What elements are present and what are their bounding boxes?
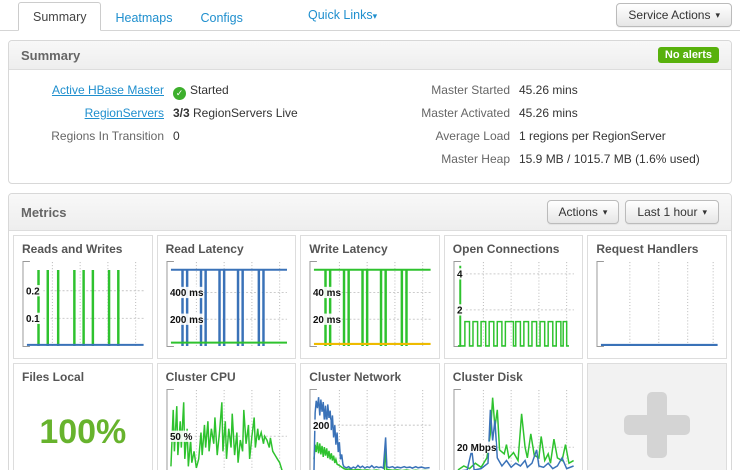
metrics-panel-header: Metrics Actions ▾ Last 1 hour ▾	[9, 194, 731, 231]
metric-chart: 40 ms 20 ms	[309, 260, 431, 348]
metric-chart: 400 ms 200 ms	[166, 260, 288, 348]
tab-configs[interactable]: Configs	[186, 4, 256, 31]
caret-down-icon: ▾	[702, 207, 707, 218]
service-tab-bar: Summary Heatmaps Configs Quick Links▾ Se…	[0, 0, 740, 31]
metric-chart	[596, 260, 718, 348]
svg-text:200: 200	[313, 421, 330, 432]
summary-row: Active HBase Master✓Started	[21, 79, 389, 102]
metrics-grid: Reads and Writes 0.2 0.1 Read Latency 400 ms…	[9, 231, 731, 470]
summary-value: 3/3 RegionServers Live	[173, 102, 298, 125]
metric-title: Cluster Network	[309, 370, 431, 384]
service-actions-label: Service Actions	[628, 8, 710, 22]
metric-title: Request Handlers	[596, 242, 718, 256]
summary-panel: Summary No alerts Active HBase Master✓St…	[8, 40, 732, 184]
summary-label: Average Load	[389, 125, 519, 148]
metric-tile-cluster-cpu[interactable]: Cluster CPU 50 %	[157, 363, 297, 470]
metric-title: Cluster Disk	[453, 370, 575, 384]
metric-tile-reads-and-writes[interactable]: Reads and Writes 0.2 0.1	[13, 235, 153, 359]
summary-row: Master Started45.26 mins	[389, 79, 719, 102]
metric-title: Read Latency	[166, 242, 288, 256]
quick-links-label: Quick Links	[308, 8, 373, 22]
summary-value: 15.9 MB / 1015.7 MB (1.6% used)	[519, 148, 700, 171]
svg-text:0.1: 0.1	[26, 314, 40, 325]
summary-value: 1 regions per RegionServer	[519, 125, 666, 148]
summary-value: ✓Started	[173, 79, 229, 102]
summary-label-link[interactable]: RegionServers	[21, 102, 173, 125]
summary-row: Regions In Transition0	[21, 125, 389, 148]
add-widget-tile[interactable]	[587, 363, 727, 470]
metric-title: Files Local	[22, 370, 144, 384]
summary-right-rows: Master Started45.26 minsMaster Activated…	[389, 79, 719, 171]
summary-row: Master Activated45.26 mins	[389, 102, 719, 125]
time-range-button[interactable]: Last 1 hour ▾	[625, 200, 719, 224]
svg-text:200 ms: 200 ms	[170, 315, 204, 326]
metric-chart: 50 %	[166, 388, 288, 470]
svg-text:50 %: 50 %	[170, 432, 193, 443]
metric-title: Cluster CPU	[166, 370, 288, 384]
summary-row: RegionServers3/3 RegionServers Live	[21, 102, 389, 125]
metric-tile-cluster-disk[interactable]: Cluster Disk 20 Mbps	[444, 363, 584, 470]
metric-chart: 200	[309, 388, 431, 470]
summary-left-rows: Active HBase Master✓StartedRegionServers…	[21, 79, 389, 171]
check-icon: ✓	[173, 87, 186, 100]
metric-tile-request-handlers[interactable]: Request Handlers	[587, 235, 727, 359]
metrics-actions-button[interactable]: Actions ▾	[547, 200, 620, 224]
time-range-label: Last 1 hour	[637, 205, 697, 219]
service-actions-button[interactable]: Service Actions ▾	[616, 3, 732, 27]
summary-value-bold: 3/3	[173, 106, 193, 120]
metric-chart: 0.2 0.1	[22, 260, 144, 348]
metrics-actions-label: Actions	[559, 205, 598, 219]
summary-value: 45.26 mins	[519, 102, 578, 125]
metrics-panel-title: Metrics	[21, 205, 67, 220]
summary-label-link[interactable]: Active HBase Master	[21, 79, 173, 102]
no-alerts-badge[interactable]: No alerts	[658, 47, 719, 63]
summary-panel-header: Summary No alerts	[9, 41, 731, 70]
metrics-header-buttons: Actions ▾ Last 1 hour ▾	[547, 200, 719, 224]
tab-summary[interactable]: Summary	[18, 2, 101, 31]
metric-tile-open-connections[interactable]: Open Connections42	[444, 235, 584, 359]
svg-text:400 ms: 400 ms	[170, 288, 204, 299]
metric-big-value: 100%	[22, 388, 144, 470]
summary-body: Active HBase Master✓StartedRegionServers…	[9, 70, 731, 183]
metric-title: Open Connections	[453, 242, 575, 256]
plus-icon	[624, 392, 690, 458]
quick-links-dropdown[interactable]: Quick Links▾	[308, 8, 377, 22]
caret-down-icon: ▾	[373, 11, 378, 21]
summary-value: 45.26 mins	[519, 79, 578, 102]
svg-text:0.2: 0.2	[26, 286, 40, 297]
metric-title: Write Latency	[309, 242, 431, 256]
metric-tile-files-local[interactable]: Files Local 100%	[13, 363, 153, 470]
summary-value: 0	[173, 125, 180, 148]
caret-down-icon: ▾	[715, 10, 720, 21]
metric-title: Reads and Writes	[22, 242, 144, 256]
summary-row: Average Load1 regions per RegionServer	[389, 125, 719, 148]
svg-text:20 Mbps: 20 Mbps	[457, 443, 497, 454]
metric-chart: 20 Mbps	[453, 388, 575, 470]
svg-text:40 ms: 40 ms	[313, 288, 341, 299]
svg-text:2: 2	[457, 305, 463, 316]
summary-row: Master Heap15.9 MB / 1015.7 MB (1.6% use…	[389, 148, 719, 171]
tab-heatmaps[interactable]: Heatmaps	[101, 4, 186, 31]
summary-panel-title: Summary	[21, 48, 80, 63]
summary-label: Master Heap	[389, 148, 519, 171]
summary-label: Master Started	[389, 79, 519, 102]
summary-label: Regions In Transition	[21, 125, 173, 148]
metrics-panel: Metrics Actions ▾ Last 1 hour ▾ Reads an…	[8, 193, 732, 470]
metric-tile-cluster-network[interactable]: Cluster Network 200	[300, 363, 440, 470]
metric-chart: 42	[453, 260, 575, 348]
caret-down-icon: ▾	[603, 207, 608, 218]
metric-tile-write-latency[interactable]: Write Latency 40 ms 20 ms	[300, 235, 440, 359]
summary-label: Master Activated	[389, 102, 519, 125]
metric-tile-read-latency[interactable]: Read Latency 400 ms 200 ms	[157, 235, 297, 359]
svg-text:4: 4	[457, 269, 463, 280]
svg-text:20 ms: 20 ms	[313, 315, 341, 326]
